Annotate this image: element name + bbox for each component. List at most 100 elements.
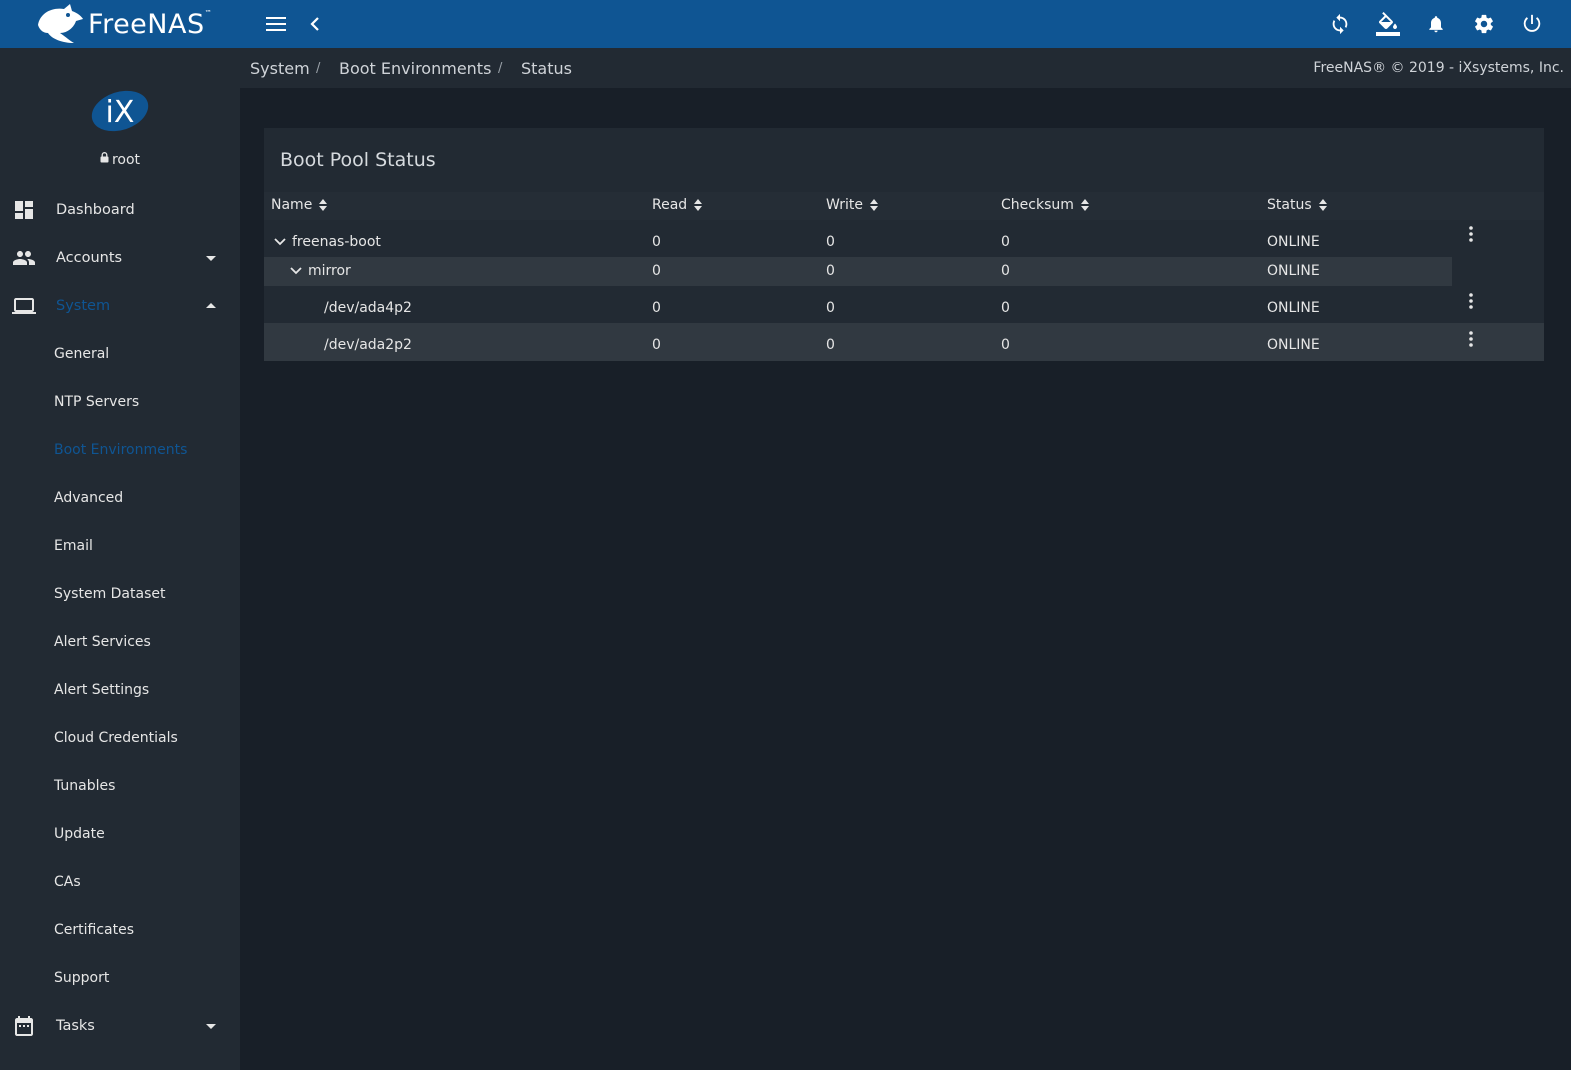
sidebar-subitem-label: Support [54,970,110,986]
sidebar-subitem-label: Alert Services [54,634,151,650]
menu-icon[interactable] [264,12,288,36]
dashboard-icon [15,201,33,219]
cell-read: 0 [652,234,661,250]
column-header-label: Checksum [1001,197,1074,213]
user-block: iX root [0,48,240,176]
column-header-name[interactable]: Name [271,197,328,213]
column-header-read[interactable]: Read [652,197,703,213]
sidebar-subitem-ntp-servers[interactable]: NTP Servers [0,378,240,426]
sidebar-subitem-advanced[interactable]: Advanced [0,474,240,522]
caret-down-icon [206,256,216,261]
sort-icon [1318,199,1327,211]
settings-gear-icon[interactable] [1472,12,1496,36]
cell-write: 0 [826,337,835,353]
sidebar-subitem-boot-environments[interactable]: Boot Environments [0,426,240,474]
cell-status: ONLINE [1267,337,1320,353]
cell-checksum: 0 [1001,234,1010,250]
boot-pool-table: Name Read Write Checksum Status [264,192,1544,361]
calendar-icon [15,1016,33,1036]
sidebar-item-tasks[interactable]: Tasks [0,1002,240,1050]
boot-pool-status-card: Boot Pool Status Name Read Write Checksu… [264,128,1544,361]
sidebar-subitem-label: CAs [54,874,81,890]
breadcrumb-item-boot-environments[interactable]: Boot Environments [339,59,492,78]
breadcrumb-item-status: Status [521,59,572,78]
back-chevron-icon[interactable] [303,12,327,36]
sidebar-subitem-cas[interactable]: CAs [0,858,240,906]
column-header-label: Status [1267,197,1312,213]
sort-icon [1080,199,1089,211]
cell-checksum: 0 [1001,263,1010,279]
chevron-down-icon[interactable] [274,236,286,248]
caret-down-icon [206,1024,216,1029]
sidebar-subitem-email[interactable]: Email [0,522,240,570]
cell-write: 0 [826,263,835,279]
sidebar-subitem-alert-settings[interactable]: Alert Settings [0,666,240,714]
sidebar-subitem-label: Cloud Credentials [54,730,178,746]
sidebar-subitem-tunables[interactable]: Tunables [0,762,240,810]
sidebar-subitem-label: Certificates [54,922,135,938]
sidebar-item-label: Dashboard [56,202,135,218]
power-icon[interactable] [1520,12,1544,36]
brand-name: FreeNAS™ [88,8,213,40]
cell-status: ONLINE [1267,300,1320,316]
table-row[interactable]: mirror 0 0 0 ONLINE [264,257,1452,286]
sidebar-item-dashboard[interactable]: Dashboard [0,186,240,234]
ix-logo-avatar: iX [91,90,149,132]
sidebar-item-label: Accounts [56,250,123,266]
table-row[interactable]: /dev/ada2p2 0 0 0 ONLINE [264,323,1544,361]
brand-logo[interactable]: FreeNAS™ [0,0,240,48]
refresh-icon[interactable] [1328,12,1352,36]
sidebar-subitem-label: Update [54,826,105,842]
more-vert-icon[interactable] [1461,224,1481,244]
sidebar-subitem-general[interactable]: General [0,330,240,378]
sort-icon [694,199,703,211]
accounts-icon [13,251,35,265]
sidebar-subitem-label: Advanced [54,490,124,506]
breadcrumb-item-system[interactable]: System [250,59,310,78]
column-header-write[interactable]: Write [826,197,878,213]
freenas-shark-icon [38,4,83,43]
sort-icon [869,199,878,211]
column-header-label: Write [826,197,863,213]
sidebar-subitem-alert-services[interactable]: Alert Services [0,618,240,666]
sidebar-subitem-label: Tunables [54,778,116,794]
sort-icon [319,199,328,211]
sidebar-subitem-label: Email [54,538,93,554]
column-header-status[interactable]: Status [1267,197,1327,213]
sidebar-subitem-label: General [54,346,110,362]
column-header-checksum[interactable]: Checksum [1001,197,1089,213]
svg-text:iX: iX [106,95,135,130]
sidebar: iX root Dashboard Accounts System Genera… [0,48,240,1070]
card-title: Boot Pool Status [280,149,436,171]
sidebar-subitem-label: NTP Servers [54,394,140,410]
more-vert-icon[interactable] [1461,329,1481,349]
cell-name: /dev/ada2p2 [324,337,412,353]
sidebar-subitem-certificates[interactable]: Certificates [0,906,240,954]
sidebar-item-system[interactable]: System [0,282,240,330]
cell-write: 0 [826,300,835,316]
column-header-label: Read [652,197,688,213]
cell-checksum: 0 [1001,337,1010,353]
chevron-down-icon[interactable] [290,265,302,277]
theme-bucket-icon[interactable] [1376,12,1400,36]
column-header-label: Name [271,197,313,213]
notifications-bell-icon[interactable] [1424,12,1448,36]
sidebar-subitem-support[interactable]: Support [0,954,240,1002]
laptop-icon [12,298,36,314]
more-vert-icon[interactable] [1461,291,1481,311]
cell-status: ONLINE [1267,234,1320,250]
lock-icon [100,152,109,163]
table-header: Name Read Write Checksum Status [264,192,1544,220]
breadcrumb-separator: / [316,61,321,76]
sidebar-subitem-cloud-credentials[interactable]: Cloud Credentials [0,714,240,762]
sidebar-subitem-system-dataset[interactable]: System Dataset [0,570,240,618]
table-row[interactable]: freenas-boot 0 0 0 ONLINE [264,224,1544,257]
cell-name: /dev/ada4p2 [324,300,412,316]
breadcrumb-separator: / [498,61,503,76]
sidebar-item-accounts[interactable]: Accounts [0,234,240,282]
copyright-text: FreeNAS® © 2019 - iXsystems, Inc. [1313,60,1564,76]
user-name[interactable]: root [0,152,240,168]
sidebar-subitem-update[interactable]: Update [0,810,240,858]
cell-name: mirror [308,263,351,279]
table-row[interactable]: /dev/ada4p2 0 0 0 ONLINE [264,292,1544,322]
